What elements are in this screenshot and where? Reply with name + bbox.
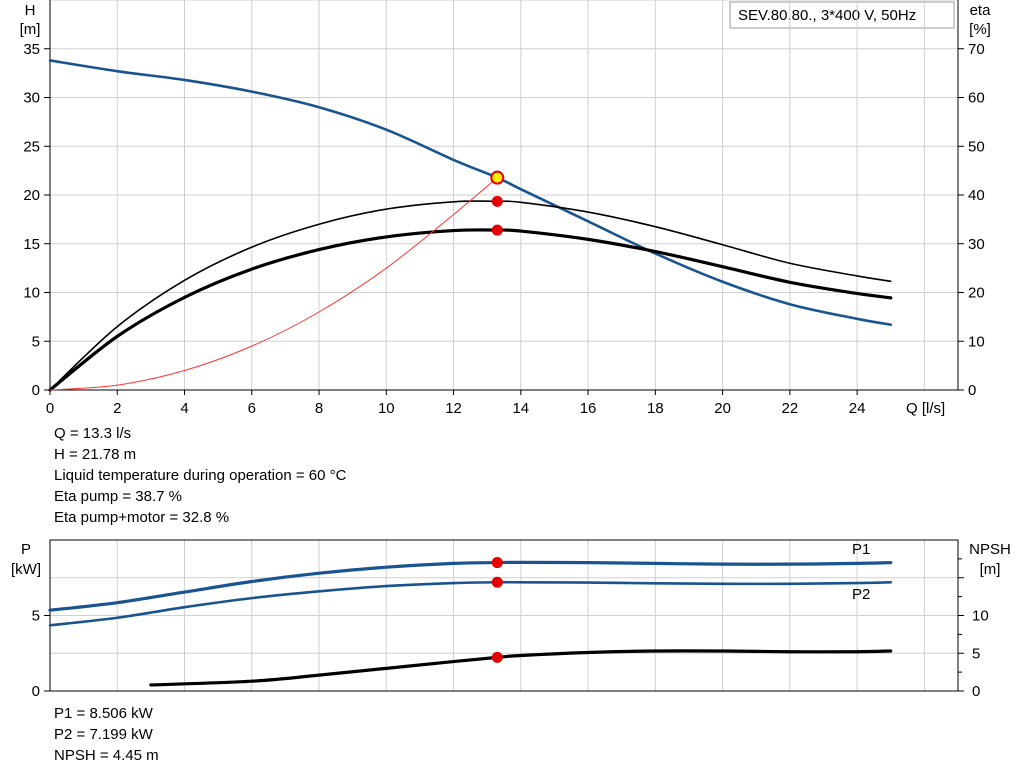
y-right-tick-label: 30 [968, 236, 985, 253]
readout-eta-pump-motor: Eta pump+motor = 32.8 % [54, 509, 230, 526]
readout-npsh: NPSH = 4.45 m [54, 747, 159, 764]
readout-flow: Q = 13.3 l/s [54, 425, 132, 442]
duty-point-marker-2 [491, 651, 503, 663]
y-left-tick-label: 15 [23, 236, 40, 253]
x-tick-label: 14 [512, 400, 529, 417]
head-efficiency-chart: 0 2 4 6 8 10 12 14 16 18 20 22 24 Q [l/s]051015202530… [20, 0, 992, 417]
y-left-axis-unit: [m] [20, 21, 41, 38]
duty-point-marker-2 [491, 224, 503, 236]
series-label-p1: P1 [852, 541, 870, 558]
y-right-axis-unit: [%] [969, 21, 991, 38]
x-tick-label: 4 [180, 400, 188, 417]
x-tick-label: 2 [113, 400, 121, 417]
power-series-2 [149, 649, 893, 687]
x-tick-label: 18 [647, 400, 664, 417]
y-left-tick-label: 5 [32, 608, 40, 625]
duty-point-marker-1 [491, 576, 503, 588]
x-tick-label: 24 [849, 400, 866, 417]
x-tick-label: 0 [46, 400, 54, 417]
y-right-tick-label: 50 [968, 138, 985, 155]
x-axis-label: Q [l/s] [906, 400, 945, 417]
y-right-tick-label: 20 [968, 285, 985, 302]
power-series-1 [48, 580, 893, 627]
y-left-tick-label: 20 [23, 187, 40, 204]
operating-point-marker [490, 170, 505, 185]
series-label-p2: P2 [852, 586, 870, 603]
legend-box: SEV.80.80., 3*400 V, 50Hz [729, 1, 955, 29]
curve-series-2 [48, 228, 893, 392]
y-left-tick-label: 0 [32, 683, 40, 700]
y-right-axis-unit: [m] [980, 561, 1001, 578]
y-left-axis-unit: [kW] [11, 561, 41, 578]
x-tick-label: 8 [315, 400, 323, 417]
y-right-tick-label: 60 [968, 90, 985, 107]
y-right-tick-label: 5 [972, 645, 980, 662]
readout-head: H = 21.78 m [54, 446, 137, 463]
y-left-tick-label: 0 [32, 382, 40, 399]
y-left-tick-label: 35 [23, 41, 40, 58]
y-right-tick-label: 0 [972, 683, 980, 700]
y-left-tick-label: 30 [23, 90, 40, 107]
readout-p1: P1 = 8.506 kW [54, 705, 153, 722]
y-right-tick-label: 70 [968, 41, 985, 58]
x-tick-label: 6 [248, 400, 256, 417]
y-right-tick-label: 10 [968, 333, 985, 350]
y-left-axis-label: P [21, 541, 31, 558]
power-readout: P1 = 8.506 kW P2 = 7.199 kW NPSH = 4.45 … [54, 703, 159, 766]
x-tick-label: 16 [580, 400, 597, 417]
y-right-axis-label: NPSH [969, 541, 1011, 558]
y-right-tick-label: 40 [968, 187, 985, 204]
duty-point-marker-1 [491, 195, 503, 207]
y-left-tick-label: 10 [23, 285, 40, 302]
x-tick-label: 20 [714, 400, 731, 417]
legend-box-text: SEV.80.80., 3*400 V, 50Hz [738, 7, 916, 24]
x-tick-label: 22 [782, 400, 799, 417]
readout-liquid-temperature: Liquid temperature during operation = 60… [54, 467, 347, 484]
y-left-axis-label: H [25, 2, 36, 19]
readout-p2: P2 = 7.199 kW [54, 726, 153, 743]
y-right-tick-label: 0 [968, 382, 976, 399]
power-npsh-chart: 0 5 P [kW] 0 5 10 NPSH [m] P1 P2 [11, 539, 1011, 700]
duty-point-marker-0 [491, 557, 503, 569]
y-right-axis-label: eta [970, 2, 992, 19]
y-right-tick-label: 10 [972, 608, 989, 625]
x-tick-label: 12 [445, 400, 462, 417]
operating-point-readout: Q = 13.3 l/s H = 21.78 m Liquid temperat… [54, 423, 346, 528]
readout-eta-pump: Eta pump = 38.7 % [54, 488, 182, 505]
y-left-tick-label: 5 [32, 333, 40, 350]
power-series-0 [48, 560, 893, 612]
x-tick-label: 10 [378, 400, 395, 417]
y-left-tick-label: 25 [23, 138, 40, 155]
curve-series-3 [49, 177, 498, 391]
